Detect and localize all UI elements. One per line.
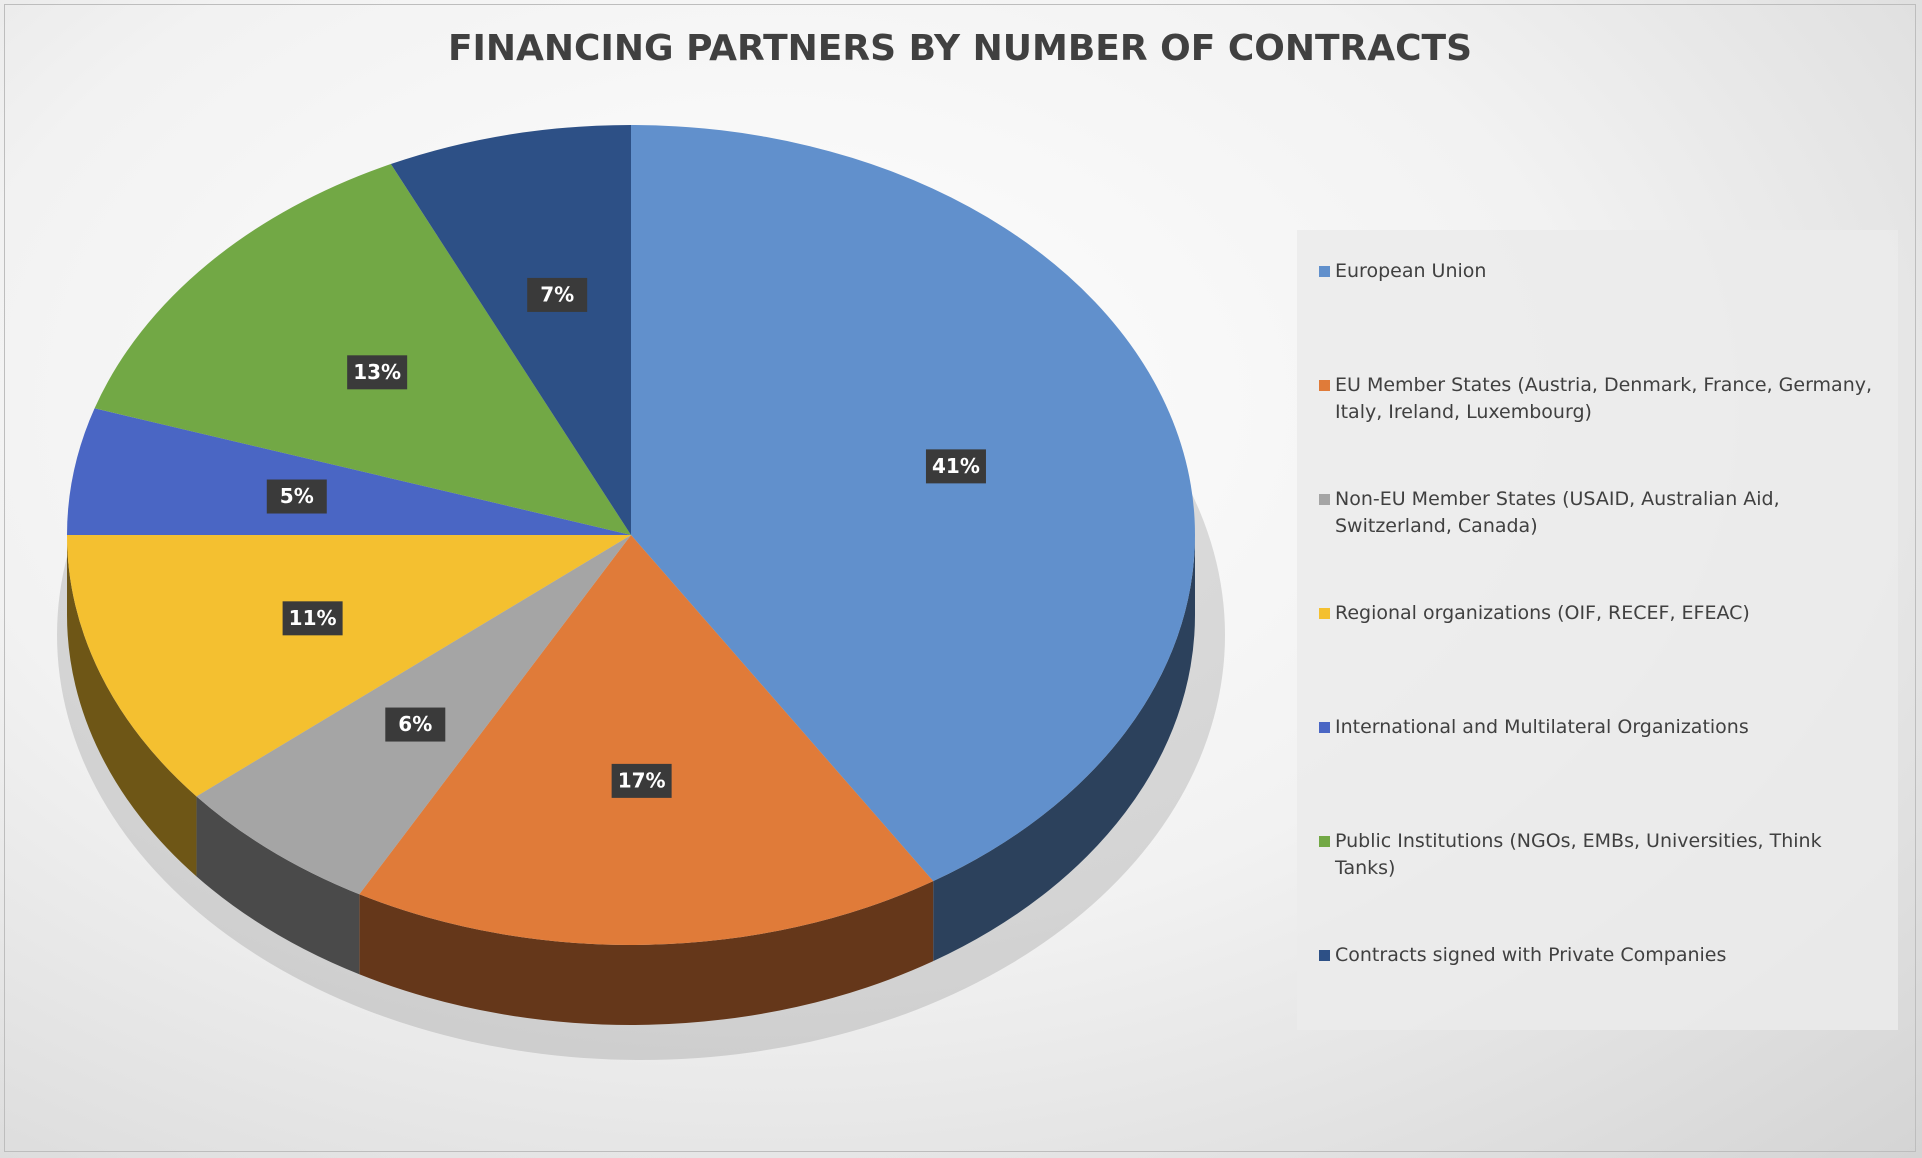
slice-side bbox=[933, 535, 1195, 962]
slice bbox=[359, 535, 934, 946]
value-label-box bbox=[611, 763, 672, 798]
legend-item: Contracts signed with Private Companies bbox=[1319, 942, 1879, 969]
chart-title: FINANCING PARTNERS BY NUMBER OF CONTRACT… bbox=[448, 28, 1472, 69]
value-label: 11% bbox=[289, 606, 337, 630]
value-label: 6% bbox=[398, 712, 432, 736]
legend-swatch bbox=[1319, 494, 1330, 505]
value-label: 17% bbox=[618, 768, 666, 792]
slice-side bbox=[196, 796, 360, 975]
value-label-box bbox=[266, 479, 327, 514]
legend-swatch bbox=[1319, 950, 1330, 961]
legend: European Union EU Member States (Austria,… bbox=[1297, 230, 1898, 1030]
slice bbox=[390, 125, 631, 535]
slice-side bbox=[359, 881, 934, 1025]
value-label-box bbox=[385, 707, 446, 742]
value-label: 13% bbox=[353, 360, 401, 384]
legend-label: Contracts signed with Private Companies bbox=[1335, 944, 1727, 966]
legend-swatch bbox=[1319, 266, 1330, 277]
chart-frame bbox=[4, 4, 1916, 1152]
legend-item: International and Multilateral Organizat… bbox=[1319, 714, 1879, 741]
legend-item: European Union bbox=[1319, 258, 1879, 285]
slice bbox=[67, 535, 631, 797]
legend-item: Public Institutions (NGOs, EMBs, Univers… bbox=[1319, 828, 1879, 882]
value-label-box bbox=[282, 601, 343, 636]
legend-swatch bbox=[1319, 608, 1330, 619]
legend-label: Regional organizations (OIF, RECEF, EFEA… bbox=[1335, 602, 1750, 624]
legend-swatch bbox=[1319, 836, 1330, 847]
legend-label: Non-EU Member States (USAID, Australian … bbox=[1335, 488, 1780, 537]
legend-label: International and Multilateral Organizat… bbox=[1335, 716, 1749, 738]
slice bbox=[67, 408, 631, 535]
value-label: 41% bbox=[932, 454, 980, 478]
value-label-box bbox=[527, 277, 588, 312]
legend-label: European Union bbox=[1335, 260, 1487, 282]
legend-item: Regional organizations (OIF, RECEF, EFEA… bbox=[1319, 600, 1879, 627]
value-label-box bbox=[347, 355, 408, 390]
legend-item: Non-EU Member States (USAID, Australian … bbox=[1319, 486, 1879, 540]
legend-swatch bbox=[1319, 380, 1330, 391]
value-label-box bbox=[925, 449, 986, 484]
value-label: 7% bbox=[540, 282, 574, 306]
value-label: 5% bbox=[280, 484, 314, 508]
legend-swatch bbox=[1319, 722, 1330, 733]
slice bbox=[94, 164, 631, 535]
legend-item: EU Member States (Austria, Denmark, Fran… bbox=[1319, 372, 1879, 426]
slice bbox=[631, 125, 1195, 882]
legend-label: EU Member States (Austria, Denmark, Fran… bbox=[1335, 374, 1873, 423]
legend-label: Public Institutions (NGOs, EMBs, Univers… bbox=[1335, 830, 1822, 879]
slice-side bbox=[67, 535, 197, 877]
